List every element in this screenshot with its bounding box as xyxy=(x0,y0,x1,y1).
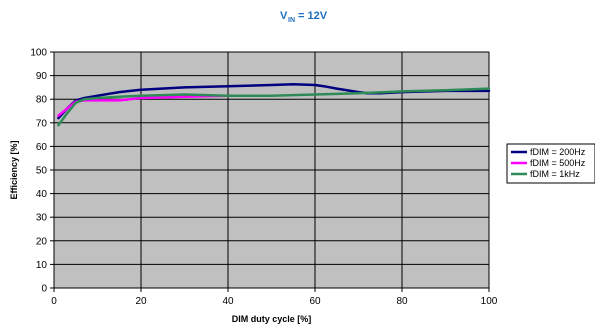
y-tick-label: 70 xyxy=(36,118,48,129)
legend-label: fDIM = 500Hz xyxy=(530,158,586,168)
y-tick-label: 80 xyxy=(36,95,48,106)
y-tick-label: 50 xyxy=(36,166,48,177)
series-lines xyxy=(57,83,491,127)
chart-title-group: V IN = 12V xyxy=(280,10,328,24)
chart-title-subscript: IN xyxy=(288,17,295,24)
x-tick-label: 20 xyxy=(135,296,147,307)
y-axis-ticks: 0 10 20 30 40 50 60 70 80 90 100 xyxy=(30,48,54,295)
y-tick-label: 20 xyxy=(36,236,48,247)
y-tick-label: 90 xyxy=(36,71,48,82)
y-tick-label: 40 xyxy=(36,189,48,200)
y-tick-label: 60 xyxy=(36,142,48,153)
y-tick-label: 0 xyxy=(41,284,47,295)
x-axis-ticks: 0 20 40 60 80 100 xyxy=(51,288,498,307)
x-axis-label: DIM duty cycle [%] xyxy=(232,314,312,324)
y-tick-label: 10 xyxy=(36,260,48,271)
x-tick-label: 80 xyxy=(396,296,408,307)
chart-title-rest: = 12V xyxy=(298,10,328,22)
x-tick-label: 0 xyxy=(51,296,57,307)
y-tick-label: 100 xyxy=(30,48,47,59)
legend-label: fDIM = 200Hz xyxy=(530,147,586,157)
series-line-3 xyxy=(57,87,491,127)
legend-label: fDIM = 1kHz xyxy=(530,169,580,179)
y-tick-label: 30 xyxy=(36,213,48,224)
x-tick-label: 60 xyxy=(309,296,321,307)
y-axis-label: Efficiency [%] xyxy=(9,140,19,199)
x-tick-label: 100 xyxy=(481,296,498,307)
chart-title: V xyxy=(280,10,288,22)
x-tick-label: 40 xyxy=(222,296,234,307)
